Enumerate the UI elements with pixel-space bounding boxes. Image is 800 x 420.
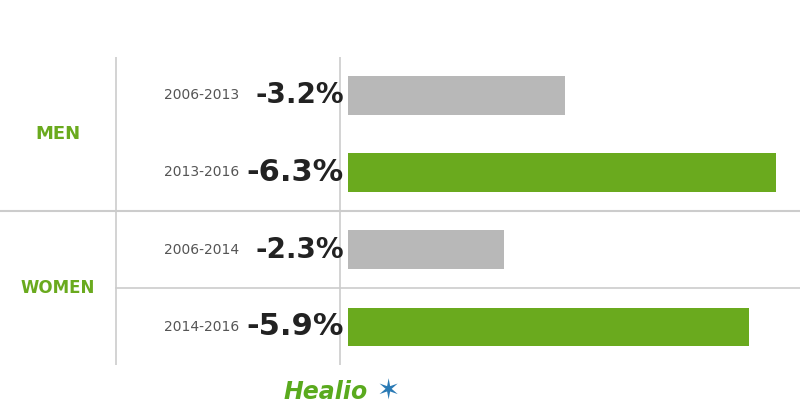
Text: MEN: MEN: [35, 125, 81, 143]
Text: 2014-2016: 2014-2016: [164, 320, 239, 334]
Text: -5.9%: -5.9%: [246, 312, 344, 341]
Text: ✶: ✶: [376, 378, 399, 406]
Bar: [348, 307, 749, 346]
Text: Annual declines in incidence-based NSCLC mortality: Annual declines in incidence-based NSCLC…: [94, 18, 706, 38]
Text: Healio: Healio: [284, 380, 368, 404]
Text: 2013-2016: 2013-2016: [164, 165, 239, 179]
Text: 2006-2013: 2006-2013: [164, 88, 239, 102]
Text: -3.2%: -3.2%: [255, 81, 344, 109]
Text: 2006-2014: 2006-2014: [164, 243, 239, 257]
Bar: [348, 230, 504, 269]
Text: -2.3%: -2.3%: [255, 236, 344, 264]
Text: WOMEN: WOMEN: [21, 279, 95, 297]
Bar: [348, 76, 566, 115]
Text: -6.3%: -6.3%: [246, 158, 344, 187]
Bar: [348, 153, 776, 192]
